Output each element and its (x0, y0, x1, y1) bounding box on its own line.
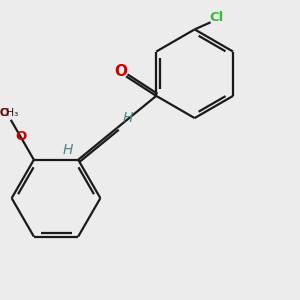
Text: H: H (62, 143, 73, 157)
Text: CH₃: CH₃ (0, 108, 19, 118)
Text: O: O (114, 64, 127, 79)
Text: O: O (0, 108, 9, 118)
Text: H: H (123, 111, 133, 125)
Text: Cl: Cl (209, 11, 224, 24)
Text: O: O (15, 130, 26, 143)
